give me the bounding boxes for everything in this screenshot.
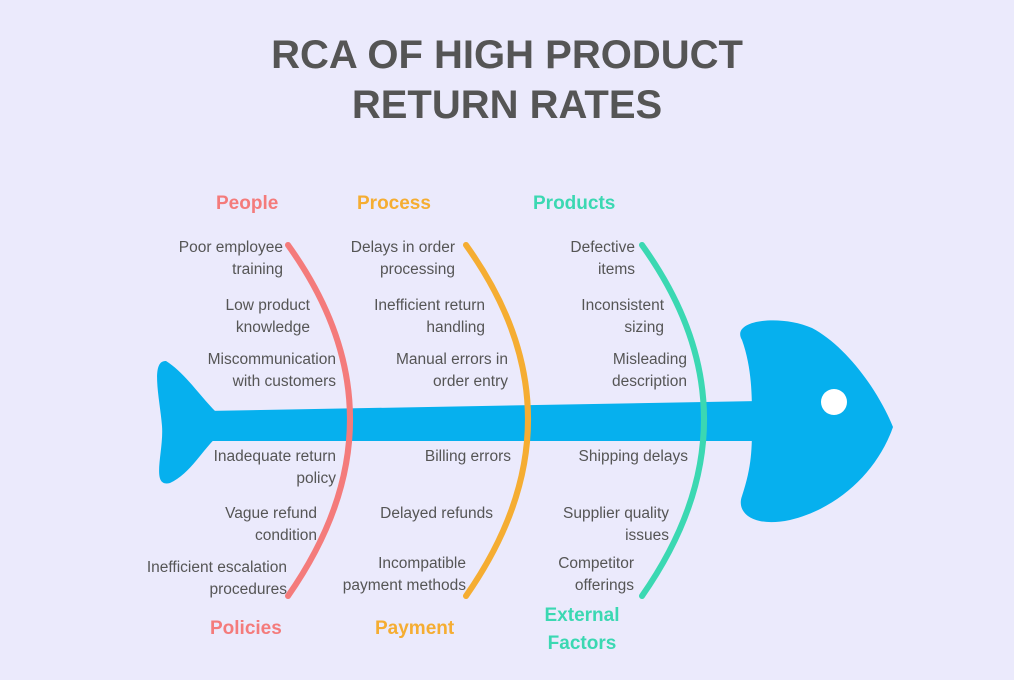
cause-vague-refund-condition: Vague refund condition — [225, 505, 317, 544]
cause-inefficient-return-handling: Inefficient return handling — [374, 297, 485, 336]
cause-delayed-refunds: Delayed refunds — [380, 505, 493, 522]
fish-eye — [821, 389, 847, 415]
cause-defective-items: Defective items — [570, 239, 635, 278]
title-line-2: RETURN RATES — [351, 83, 663, 127]
cause-manual-errors: Manual errors in order entry — [396, 351, 508, 390]
people-policies-bone — [285, 242, 353, 599]
cause-inconsistent-sizing: Inconsistent sizing — [581, 297, 664, 336]
cause-billing-errors: Billing errors — [424, 448, 511, 465]
cause-incompatible-payment-methods: Incompatible payment methods — [342, 555, 466, 594]
cause-competitor-offerings: Competitor offerings — [558, 555, 634, 594]
cause-misleading-description: Misleading description — [612, 351, 687, 390]
cause-delays-order-processing: Delays in order processing — [350, 239, 455, 278]
cause-inefficient-escalation: Inefficient escalation procedures — [146, 559, 287, 598]
category-people: People — [216, 193, 279, 214]
cause-supplier-quality-issues: Supplier quality issues — [563, 505, 669, 544]
cause-poor-employee-training: Poor employee training — [178, 239, 283, 278]
fish-spine — [205, 401, 760, 441]
category-products: Products — [533, 193, 616, 214]
category-policies: Policies — [210, 618, 282, 639]
category-process: Process — [357, 193, 431, 214]
process-payment-bone — [463, 242, 531, 599]
title-line-1: RCA OF HIGH PRODUCT — [271, 33, 743, 77]
diagram-title: RCA OF HIGH PRODUCT RETURN RATES — [0, 30, 1014, 130]
products-external-bone — [639, 242, 707, 599]
category-external-line-1: External — [544, 605, 620, 626]
category-external-factors: External Factors — [530, 602, 634, 658]
cause-inadequate-return-policy: Inadequate return policy — [213, 448, 336, 487]
cause-low-product-knowledge: Low product knowledge — [225, 297, 310, 336]
cause-miscommunication: Miscommunication with customers — [207, 351, 336, 390]
fish-tail — [157, 360, 216, 484]
cause-shipping-delays: Shipping delays — [578, 448, 688, 465]
fish-head — [740, 320, 893, 523]
category-payment: Payment — [375, 618, 455, 639]
category-external-line-2: Factors — [547, 633, 617, 654]
